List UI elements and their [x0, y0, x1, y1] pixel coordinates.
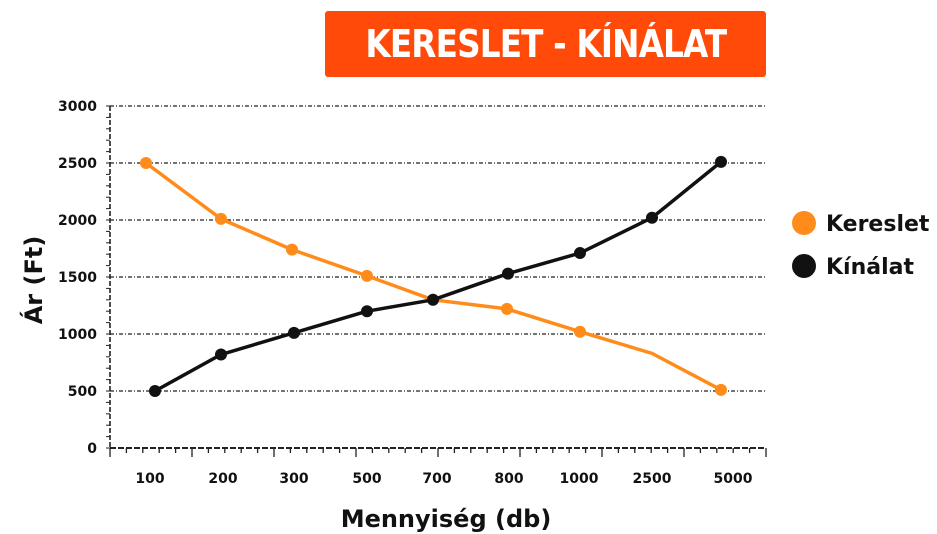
x-tick-label: 800 [494, 471, 523, 487]
data-point-kereslet [574, 325, 586, 338]
x-tick-label: 300 [279, 471, 308, 487]
data-point-kereslet [215, 212, 227, 225]
legend-marker-kínálat [792, 254, 816, 278]
y-axis-title: Ár (Ft) [19, 236, 48, 325]
x-tick-label: 5000 [714, 471, 753, 487]
y-tick-label: 2000 [58, 213, 97, 229]
axes [106, 105, 767, 457]
y-tick-label: 3000 [58, 99, 97, 115]
grid-lines [110, 105, 766, 392]
legend-label-kínálat: Kínálat [826, 255, 914, 280]
y-tick-label: 500 [68, 384, 97, 400]
chart-title: KERESLET - KÍNÁLAT [365, 22, 727, 66]
x-tick-label: 2500 [633, 471, 672, 487]
data-point-kereslet [286, 243, 298, 256]
data-point-kereslet [361, 269, 373, 282]
legend: Kereslet Kínálat [792, 211, 930, 280]
y-tick-label: 1500 [58, 270, 97, 286]
data-point-kínálat [646, 211, 658, 224]
x-tick-label: 700 [422, 471, 451, 487]
x-axis-title: Mennyiség (db) [341, 505, 552, 533]
data-point-kínálat [427, 293, 439, 306]
data-point-kereslet [140, 157, 152, 169]
data-point-kínálat [361, 305, 373, 318]
y-tick-labels: 0 500 1000 1500 2000 2500 3000 [58, 99, 97, 457]
chart-title-banner: KERESLET - KÍNÁLAT [325, 11, 766, 77]
data-point-kereslet [715, 383, 727, 396]
data-point-kínálat [502, 267, 514, 280]
x-tick-labels: 100 200 300 500 700 800 1000 2500 5000 [135, 471, 752, 487]
x-tick-label: 1000 [560, 471, 599, 487]
data-point-kínálat [149, 385, 161, 397]
data-point-kínálat [215, 348, 227, 361]
x-tick-label: 200 [208, 471, 237, 487]
y-tick-label: 0 [87, 441, 97, 457]
series-layer [140, 155, 727, 397]
data-point-kínálat [288, 326, 300, 339]
x-tick-label: 500 [352, 471, 381, 487]
y-tick-label: 2500 [58, 156, 97, 172]
data-point-kínálat [715, 155, 727, 168]
data-point-kínálat [574, 247, 586, 260]
data-point-kereslet [501, 302, 513, 315]
legend-marker-kereslet [792, 211, 816, 235]
x-tick-label: 100 [135, 471, 164, 487]
y-tick-label: 1000 [58, 327, 97, 343]
legend-label-kereslet: Kereslet [826, 212, 930, 237]
